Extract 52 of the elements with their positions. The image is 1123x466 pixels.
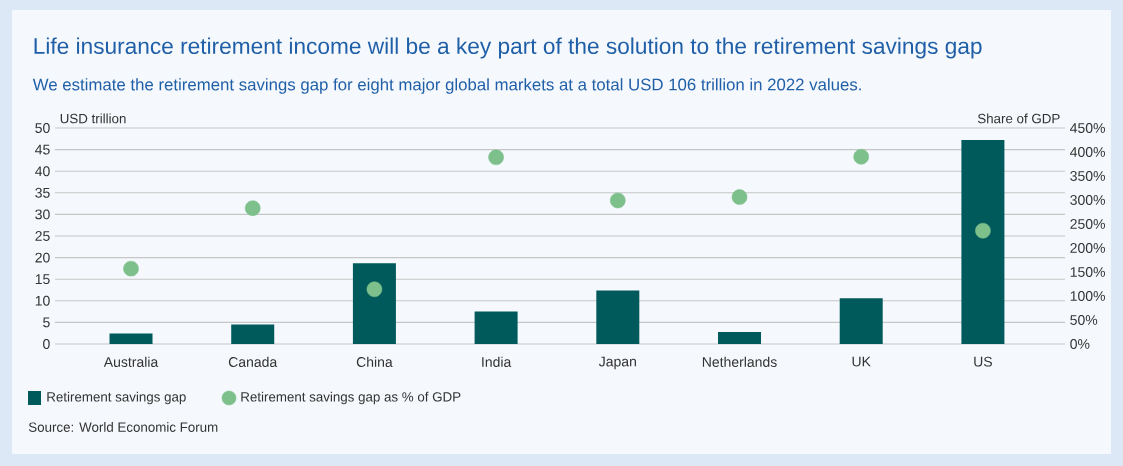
y-tick-label: 50 <box>35 123 50 133</box>
bar <box>109 333 153 344</box>
legend-label: Retirement savings gap <box>47 391 186 405</box>
x-tick-label: Japan <box>598 356 636 370</box>
y2-tick-label: 250% <box>1070 219 1106 229</box>
x-tick-label: Netherlands <box>702 356 777 367</box>
point <box>731 189 748 205</box>
x-tick-label: India <box>482 356 512 367</box>
bar <box>352 263 396 344</box>
y-tick-label: 0 <box>43 339 50 349</box>
y2-tick-label: 100% <box>1070 291 1106 301</box>
x-tick-label: UK <box>852 356 871 367</box>
y2-tick-label: 350% <box>1070 171 1106 181</box>
point <box>975 222 991 239</box>
bar <box>231 324 275 344</box>
bar <box>596 290 640 344</box>
chart-title: Life insurance retirement income will be a key part of the solution to the retirement savings gap <box>34 37 982 59</box>
bar <box>961 140 1005 344</box>
point <box>244 200 261 216</box>
point <box>488 149 504 166</box>
y-tick-label: 25 <box>35 231 50 241</box>
source-note: Source: World Economic Forum <box>28 422 218 432</box>
y2-axis-title: Share of GDP <box>977 113 1060 124</box>
bar <box>474 311 518 344</box>
y2-tick-label: 0% <box>1070 339 1090 349</box>
y-tick-label: 35 <box>35 187 50 198</box>
x-tick-label: Australia <box>103 356 159 367</box>
legend-label: Retirement savings gap as % of GDP <box>241 391 461 405</box>
y-tick-label: 45 <box>35 144 50 155</box>
point <box>123 260 139 277</box>
y-tick-label: 5 <box>43 317 50 328</box>
y2-tick-label: 300% <box>1070 195 1106 205</box>
y-tick-label: 40 <box>35 166 50 177</box>
y2-tick-label: 450% <box>1070 123 1106 133</box>
y-tick-label: 30 <box>35 209 50 220</box>
bar <box>718 331 762 344</box>
point <box>853 149 869 165</box>
x-tick-label: Canada <box>228 356 278 367</box>
bar <box>839 298 883 344</box>
y2-tick-label: 50% <box>1070 315 1098 325</box>
y2-tick-label: 400% <box>1070 147 1106 157</box>
y-tick-label: 20 <box>35 252 50 263</box>
y2-tick-label: 150% <box>1070 267 1106 277</box>
point <box>610 192 626 209</box>
point <box>366 281 383 298</box>
y-tick-label: 10 <box>35 295 50 306</box>
x-tick-label: US <box>974 356 992 367</box>
y-tick-label: 15 <box>35 274 50 285</box>
y-axis-title: USD trillion <box>60 113 126 124</box>
chart-subtitle: We estimate the retirement savings gap for eight major global markets at a total USD 106 trillion in 2022 values. <box>32 78 861 94</box>
y2-tick-label: 200% <box>1070 243 1106 253</box>
x-tick-label: China <box>356 356 393 367</box>
